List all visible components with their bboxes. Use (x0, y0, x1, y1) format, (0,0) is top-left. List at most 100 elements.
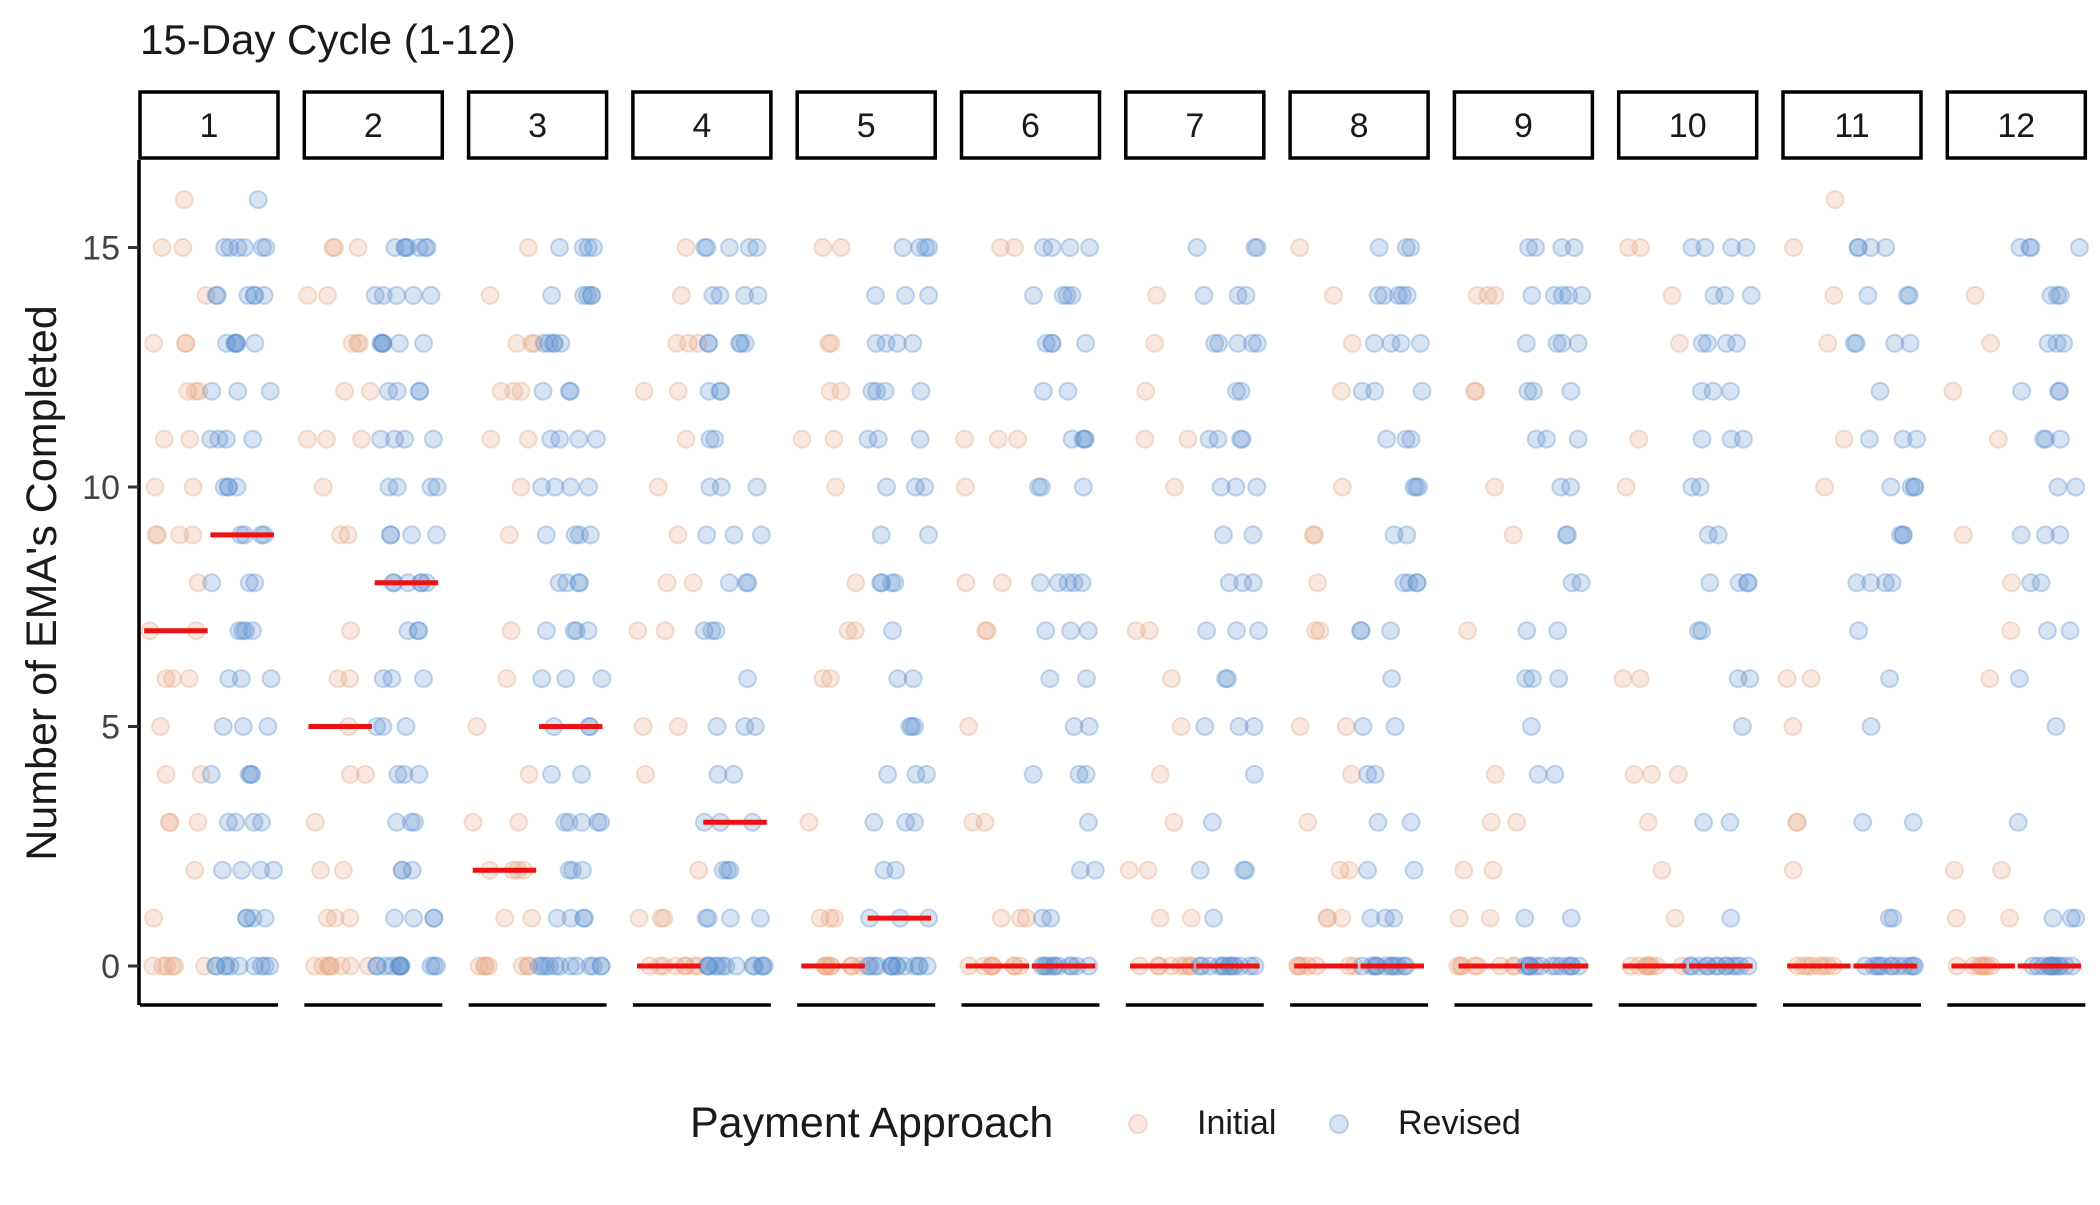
data-point-revised (1353, 717, 1373, 736)
data-point-initial (469, 956, 489, 976)
facet-strip-label: 5 (857, 107, 876, 145)
data-point-initial (1478, 285, 1498, 305)
data-point-revised (237, 908, 257, 928)
data-point-revised (1561, 908, 1581, 928)
data-point-revised (1352, 381, 1372, 401)
data-point-revised (699, 333, 719, 353)
data-point-revised (2036, 429, 2056, 449)
data-point-revised (1384, 908, 1404, 928)
data-point-revised (219, 477, 239, 497)
data-point-revised (367, 956, 387, 976)
data-point-revised (220, 238, 240, 257)
data-point-revised (1197, 621, 1217, 641)
data-point-revised (1077, 669, 1096, 689)
data-point-revised (703, 285, 723, 305)
data-point-revised (2047, 333, 2067, 353)
data-point-initial (519, 764, 539, 784)
data-point-revised (905, 477, 925, 497)
data-point-revised (1901, 477, 1921, 497)
facet-strip-label: 7 (1185, 107, 1204, 145)
data-point-revised (1024, 285, 1043, 305)
data-point-revised (1885, 333, 1905, 353)
data-point-revised (2037, 621, 2057, 641)
data-point-initial (845, 621, 865, 641)
data-point-revised (1058, 573, 1078, 593)
data-point-revised (533, 381, 553, 401)
data-point-initial (668, 381, 688, 401)
data-point-revised (1227, 621, 1247, 641)
data-point-revised (1205, 333, 1225, 353)
data-point-revised (1242, 333, 1262, 353)
data-point-revised (902, 717, 922, 736)
data-point-initial (1332, 908, 1352, 928)
data-point-revised (373, 669, 393, 689)
data-point-revised (404, 908, 424, 928)
data-point-initial (1305, 525, 1325, 545)
data-point-revised (694, 621, 714, 641)
data-point-initial (634, 381, 654, 401)
data-point-initial (1011, 908, 1030, 928)
data-point-revised (1031, 477, 1051, 497)
data-point-revised (895, 285, 915, 305)
data-point-revised (895, 956, 914, 976)
data-point-revised (382, 669, 402, 689)
data-point-revised (1689, 621, 1708, 641)
data-point-initial (350, 333, 369, 353)
data-point-revised (409, 381, 429, 401)
data-point-initial (188, 812, 208, 832)
data-point-initial (1485, 477, 1505, 497)
data-point-initial (1339, 860, 1359, 880)
data-point-initial (497, 669, 517, 689)
data-point-initial (298, 285, 318, 305)
data-point-revised (1401, 812, 1421, 832)
data-point-revised (592, 669, 612, 689)
data-point-initial (324, 238, 344, 257)
data-point-revised (1226, 477, 1246, 497)
data-point-initial (1290, 717, 1310, 736)
data-point-revised (536, 621, 556, 641)
data-point-revised (215, 956, 235, 976)
data-point-revised (1528, 764, 1548, 784)
data-point-revised (700, 429, 720, 449)
data-point-initial (146, 525, 166, 545)
data-point-revised (2020, 238, 2040, 257)
data-point-initial (342, 333, 362, 353)
data-point-revised (381, 525, 401, 545)
data-point-revised (242, 764, 262, 784)
data-point-revised (555, 812, 575, 832)
data-point-revised (1556, 525, 1576, 545)
data-point-revised (875, 381, 895, 401)
data-point-revised (731, 333, 751, 353)
data-point-initial (1834, 429, 1854, 449)
data-point-revised (1384, 525, 1404, 545)
data-point-initial (170, 525, 190, 545)
data-point-revised (573, 238, 593, 257)
facet-panel-7: 7 (1119, 90, 1268, 1007)
data-point-revised (1401, 238, 1421, 257)
data-point-revised (2031, 573, 2051, 593)
data-point-initial (335, 381, 355, 401)
data-point-initial (799, 812, 819, 832)
data-point-revised (244, 285, 264, 305)
data-point-revised (1861, 717, 1881, 736)
data-point-revised (1351, 621, 1371, 641)
data-point-initial (1298, 812, 1318, 832)
data-point-initial (633, 717, 653, 736)
data-point-revised (1233, 573, 1253, 593)
data-point-revised (720, 860, 740, 880)
data-point-revised (887, 956, 907, 976)
data-point-revised (1064, 573, 1084, 593)
data-point-revised (917, 956, 937, 976)
data-point-revised (745, 717, 765, 736)
data-point-initial (178, 381, 198, 401)
data-point-revised (1728, 669, 1748, 689)
data-point-initial (1943, 381, 1963, 401)
data-point-revised (1844, 333, 1864, 353)
data-point-revised (1228, 285, 1248, 305)
data-point-initial (667, 333, 687, 353)
data-point-initial (819, 333, 839, 353)
data-point-revised (1042, 333, 1062, 353)
data-point-revised (401, 812, 421, 832)
facet-panel-9: 9 (1448, 90, 1595, 1007)
data-point-initial (323, 238, 343, 257)
